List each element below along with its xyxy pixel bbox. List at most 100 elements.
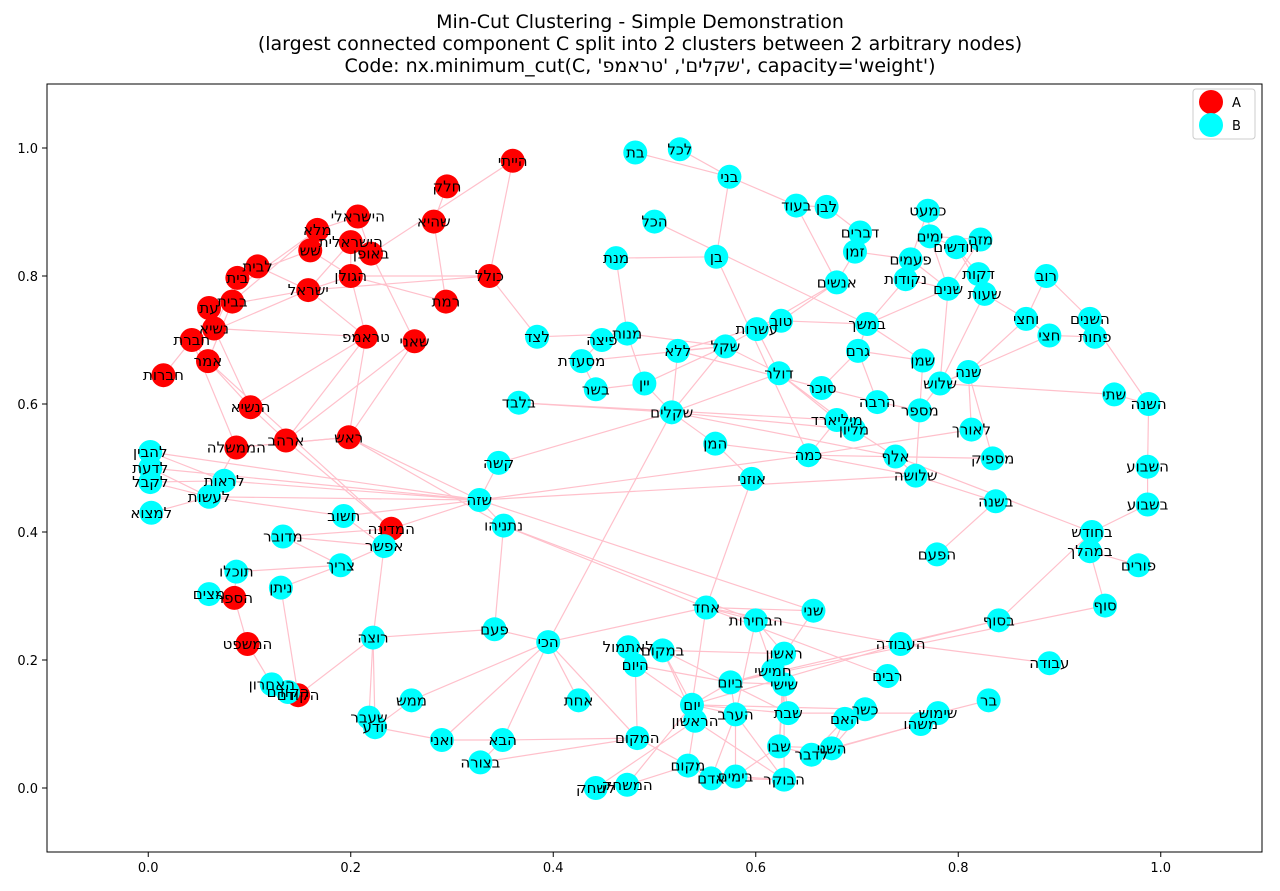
graph-edge bbox=[547, 641, 638, 739]
node-label: טוב bbox=[770, 312, 793, 330]
graph-node-a bbox=[336, 425, 361, 450]
graph-node-b bbox=[1102, 382, 1127, 407]
node-label: במקום bbox=[641, 641, 685, 659]
graph-node-b bbox=[270, 524, 295, 549]
graph-edge bbox=[644, 345, 726, 385]
node-label: ואני bbox=[430, 731, 453, 749]
graph-node-a bbox=[220, 289, 245, 314]
x-tick-label: 0.0 bbox=[138, 861, 159, 876]
graph-node-b bbox=[659, 400, 684, 425]
node-label: הישראלי bbox=[331, 207, 385, 225]
y-tick-label: 0.2 bbox=[17, 654, 38, 669]
graph-edge bbox=[297, 637, 374, 696]
graph-node-b bbox=[536, 630, 561, 655]
node-label: ראש bbox=[334, 428, 363, 446]
graph-edge bbox=[729, 176, 797, 207]
node-label: אלף bbox=[881, 447, 909, 465]
node-label: שישי bbox=[770, 675, 798, 693]
graph-edge bbox=[150, 451, 225, 482]
graph-edge bbox=[635, 664, 731, 683]
graph-node-b bbox=[723, 764, 748, 789]
node-label: בצורה bbox=[460, 753, 500, 771]
graph-node-b bbox=[928, 371, 953, 396]
graph-node-b bbox=[767, 361, 792, 386]
node-label: וחצי bbox=[1013, 310, 1039, 328]
graph-edge bbox=[282, 528, 392, 538]
graph-node-b bbox=[212, 468, 237, 493]
node-label: לשחק bbox=[576, 779, 616, 797]
graph-edge bbox=[498, 411, 672, 464]
graph-node-a bbox=[151, 363, 176, 388]
node-label: הייתי bbox=[498, 152, 528, 170]
graph-node-b bbox=[683, 708, 707, 733]
graph-node-b bbox=[966, 262, 991, 287]
node-label: העבודה bbox=[876, 635, 926, 653]
node-label: כשר bbox=[852, 700, 879, 718]
node-label: סוכר bbox=[806, 379, 836, 397]
node-label: פעם bbox=[480, 620, 509, 638]
graph-node-b bbox=[908, 712, 933, 736]
node-label: האחרון bbox=[249, 675, 295, 693]
graph-edge bbox=[967, 318, 1027, 373]
node-label: בימים bbox=[718, 767, 754, 785]
node-label: ישראל bbox=[288, 281, 329, 299]
node-label: שמן bbox=[910, 351, 935, 369]
node-label: למצוא bbox=[130, 504, 172, 522]
y-tick-label: 0.8 bbox=[17, 270, 38, 285]
node-label: בסוף bbox=[983, 611, 1015, 629]
graph-node-b bbox=[331, 504, 356, 528]
graph-node-b bbox=[372, 534, 397, 559]
node-label: ארהב bbox=[267, 431, 304, 449]
node-label: יודע bbox=[363, 718, 388, 736]
graph-node-b bbox=[875, 664, 900, 688]
graph-node-b bbox=[642, 209, 667, 234]
graph-node-a bbox=[338, 264, 363, 288]
x-tick-label: 0.4 bbox=[543, 861, 564, 876]
node-label: לדעת bbox=[132, 459, 168, 477]
graph-node-b bbox=[139, 500, 164, 525]
node-label: שני bbox=[803, 602, 823, 620]
graph-node-b bbox=[615, 772, 640, 797]
graph-node-b bbox=[936, 276, 961, 301]
graph-node-b bbox=[739, 466, 764, 491]
node-label: מיליארד bbox=[811, 411, 863, 429]
node-label: ראשון bbox=[765, 645, 802, 663]
graph-node-b bbox=[328, 553, 353, 578]
node-label: הרבה bbox=[859, 393, 896, 411]
graph-node-a bbox=[273, 428, 298, 453]
y-tick-label: 0.6 bbox=[17, 398, 38, 413]
graph-edge bbox=[150, 480, 225, 483]
node-label: מספר bbox=[901, 401, 939, 419]
node-label: במשך bbox=[848, 315, 886, 333]
node-label: בני bbox=[720, 168, 738, 186]
node-label: נשיא bbox=[199, 319, 229, 337]
graph-edge bbox=[671, 372, 780, 413]
graph-node-b bbox=[399, 688, 424, 713]
graph-node-b bbox=[959, 417, 984, 442]
node-label: כולל bbox=[475, 267, 504, 285]
graph-node-b bbox=[589, 328, 614, 352]
node-label: לבן bbox=[816, 198, 837, 216]
node-label: בית bbox=[226, 269, 248, 287]
graph-node-b bbox=[865, 390, 890, 415]
graph-node-b bbox=[883, 444, 908, 469]
node-label: שנה bbox=[955, 363, 981, 381]
node-label: ימים bbox=[916, 227, 943, 245]
graph-edge bbox=[307, 289, 367, 338]
graph-edge bbox=[715, 176, 731, 257]
node-label: בן bbox=[710, 248, 723, 266]
nodes-layer bbox=[138, 137, 1161, 800]
graph-edge bbox=[691, 643, 901, 706]
graph-edge bbox=[280, 587, 299, 696]
node-label: טראמפ bbox=[342, 328, 390, 346]
node-label: אמר bbox=[194, 352, 223, 370]
graph-node-b bbox=[819, 736, 844, 761]
graph-edge bbox=[208, 496, 344, 517]
graph-edge bbox=[671, 411, 855, 431]
graph-edge bbox=[502, 641, 549, 741]
node-label: דולר bbox=[764, 364, 793, 382]
graph-edge bbox=[715, 443, 809, 456]
graph-node-b bbox=[772, 641, 797, 666]
graph-edge bbox=[368, 637, 374, 718]
